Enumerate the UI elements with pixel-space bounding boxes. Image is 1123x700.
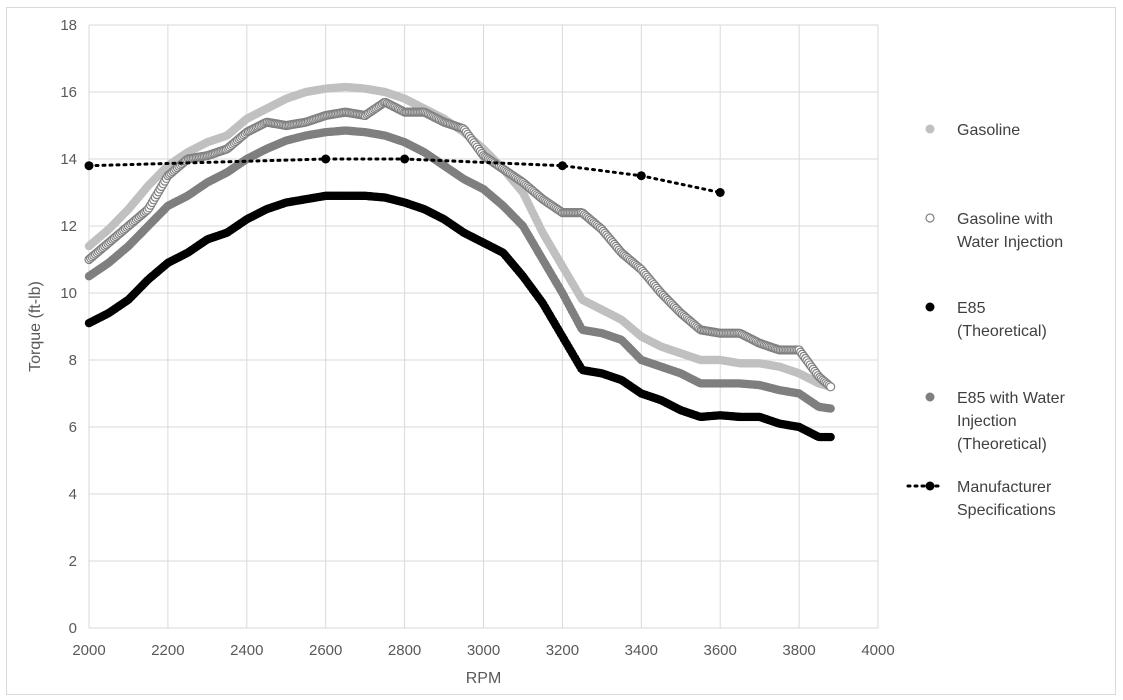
x-tick-label: 3600 xyxy=(704,642,737,659)
x-tick-label: 2200 xyxy=(151,642,184,659)
x-axis-title: RPM xyxy=(466,670,502,687)
legend-marker xyxy=(925,392,935,402)
y-tick-label: 14 xyxy=(60,151,77,168)
y-tick-label: 2 xyxy=(69,553,77,570)
legend-label: E85 xyxy=(957,300,986,317)
series-2 xyxy=(84,191,835,442)
legend-marker xyxy=(925,481,935,491)
y-tick-label: 10 xyxy=(60,285,77,302)
series-manufacturer xyxy=(84,154,725,197)
x-tick-label: 4000 xyxy=(861,642,894,659)
legend-label: (Theoretical) xyxy=(957,436,1047,453)
y-axis-ticks: 0 2 4 6 8 10 12 14 16 18 xyxy=(60,17,77,637)
legend-marker xyxy=(925,124,935,134)
y-tick-label: 16 xyxy=(60,84,77,101)
manufacturer-point xyxy=(636,171,646,181)
legend-label: Injection xyxy=(957,413,1017,430)
y-axis-title: Torque (ft-lb) xyxy=(27,281,44,372)
x-tick-label: 3000 xyxy=(467,642,500,659)
grid-lines xyxy=(88,24,879,629)
legend: Gasoline Gasoline with Water Injection E85 (… xyxy=(906,122,1066,519)
manufacturer-point xyxy=(557,161,567,171)
y-tick-label: 6 xyxy=(69,419,77,436)
x-tick-label: 2800 xyxy=(388,642,421,659)
legend-label: E85 with Water xyxy=(957,390,1066,407)
x-tick-label: 2000 xyxy=(72,642,105,659)
data-series xyxy=(84,82,836,442)
x-tick-label: 3800 xyxy=(782,642,815,659)
series-1 xyxy=(84,97,836,392)
legend-label: Water Injection xyxy=(957,234,1063,251)
manufacturer-point xyxy=(400,154,410,164)
data-point xyxy=(826,404,835,413)
manufacturer-line xyxy=(87,157,722,194)
legend-label: Manufacturer xyxy=(957,479,1052,496)
manufacturer-point xyxy=(715,188,725,197)
x-tick-label: 2600 xyxy=(309,642,342,659)
manufacturer-point xyxy=(84,161,94,171)
x-tick-label: 2400 xyxy=(230,642,263,659)
x-tick-label: 3400 xyxy=(625,642,658,659)
y-tick-label: 18 xyxy=(60,17,77,34)
y-tick-label: 8 xyxy=(69,352,77,369)
series-3 xyxy=(84,126,835,413)
legend-label: Gasoline with xyxy=(957,211,1053,228)
y-tick-label: 12 xyxy=(60,218,77,235)
manufacturer-point xyxy=(321,154,331,164)
legend-label: Specifications xyxy=(957,502,1056,519)
legend-marker xyxy=(925,213,935,223)
y-tick-label: 4 xyxy=(69,486,77,503)
legend-label: (Theoretical) xyxy=(957,323,1047,340)
x-axis-ticks: 2000 2200 2400 2600 2800 3000 3200 3400 3600 3800… xyxy=(72,642,894,659)
x-tick-label: 3200 xyxy=(546,642,579,659)
data-point xyxy=(826,432,835,442)
legend-marker xyxy=(925,302,935,312)
chart-frame xyxy=(6,7,1116,695)
legend-label: Gasoline xyxy=(957,122,1020,139)
open-circle-point xyxy=(826,382,836,392)
y-tick-label: 0 xyxy=(69,620,77,637)
